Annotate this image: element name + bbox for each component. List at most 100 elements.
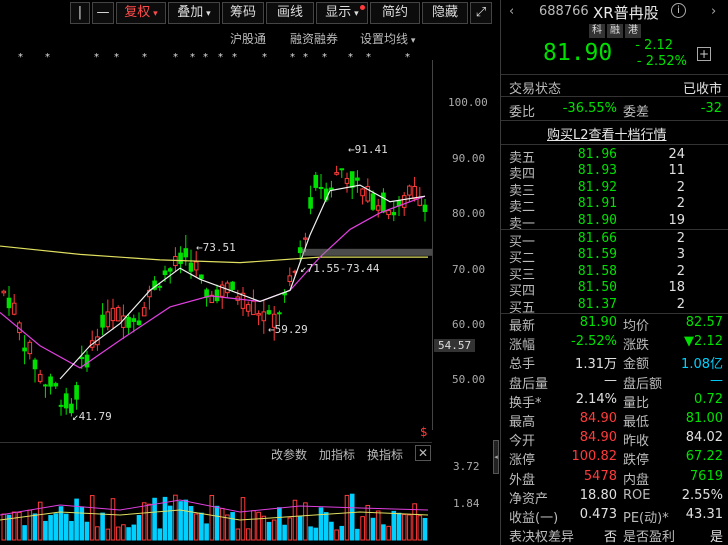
yincang-button[interactable]: 隐藏 xyxy=(422,2,468,24)
volume-bar xyxy=(17,511,22,541)
candle-body xyxy=(131,318,137,322)
fuquan-label: 复权 xyxy=(124,5,151,20)
volume-bar xyxy=(381,524,386,541)
rongzi-label[interactable]: 融资融券 xyxy=(290,32,339,46)
order-book-row[interactable]: 买五 81.37 2 xyxy=(501,296,728,316)
volume-bar xyxy=(126,527,131,541)
event-marker-icon[interactable]: * xyxy=(366,52,371,63)
toolbar-minus-button[interactable]: — xyxy=(92,2,114,24)
order-book-row[interactable]: 买三 81.58 2 xyxy=(501,264,728,283)
volume-bar xyxy=(136,514,142,541)
huanzhibiao-button[interactable]: 换指标 xyxy=(367,448,404,462)
event-marker-icon[interactable]: * xyxy=(290,52,295,63)
stats-value: 否 xyxy=(603,530,617,545)
fuquan-button[interactable]: 复权 ▾ xyxy=(116,2,166,24)
event-marker-icon[interactable]: * xyxy=(405,52,410,63)
candle-body xyxy=(344,178,350,184)
stats-value: 0.473 xyxy=(579,507,617,522)
candle-body xyxy=(167,268,173,272)
fullscreen-icon[interactable]: ⤢ xyxy=(470,2,492,24)
event-marker-icon[interactable]: * xyxy=(45,52,50,63)
order-book-row[interactable]: 卖四 81.93 11 xyxy=(501,163,728,182)
diejia-button[interactable]: 叠加 ▾ xyxy=(168,2,220,24)
kline-chart-area[interactable]: | — 复权 ▾ 叠加 ▾ 筹码 画线 显示 ▾ 简约 隐藏 ⤢ 沪股通 融资融… xyxy=(0,0,499,545)
event-marker-icon[interactable]: * xyxy=(173,52,178,63)
event-marker-icon[interactable]: * xyxy=(232,52,237,63)
vol-ma-yellow xyxy=(0,509,429,521)
stats-value: — xyxy=(604,372,617,388)
volume-bar xyxy=(422,517,428,541)
stats-label: 收益(一) xyxy=(509,511,559,526)
event-marker-icon[interactable]: * xyxy=(303,52,308,63)
hugutong-label[interactable]: 沪股通 xyxy=(230,32,267,46)
volume-bar xyxy=(121,524,126,541)
event-marker-icon[interactable]: * xyxy=(142,52,147,63)
annotation-low2: ←59.29 xyxy=(268,323,308,336)
event-marker-icon[interactable]: * xyxy=(348,52,353,63)
gaicanshu-button[interactable]: 改参数 xyxy=(271,448,308,462)
volume-bar xyxy=(11,511,17,541)
order-book-row[interactable]: 买一 81.66 2 xyxy=(501,231,728,250)
stats-value: 43.31 xyxy=(685,507,723,522)
event-marker-icon[interactable]: * xyxy=(190,52,195,63)
shezhi-junxian-button[interactable]: 设置均线 ▾ xyxy=(360,30,415,47)
event-marker-icon[interactable]: * xyxy=(114,52,119,63)
order-book-price: 81.90 xyxy=(577,212,617,228)
price-band xyxy=(302,248,432,256)
candle-body xyxy=(110,307,116,322)
expand-handle-icon[interactable]: ◂ xyxy=(493,440,499,474)
stats-label: 表决权差异 xyxy=(509,530,575,545)
info-icon[interactable]: i xyxy=(671,3,686,18)
forward-arrow-icon[interactable]: › xyxy=(711,4,717,19)
candle-body xyxy=(277,312,282,315)
candle-body xyxy=(37,373,43,382)
candle-body xyxy=(412,186,417,200)
stats-value: 84.02 xyxy=(685,430,723,446)
volume-bar xyxy=(256,511,261,541)
stats-label: 最高 xyxy=(509,415,536,430)
candle-body xyxy=(225,282,230,294)
candle-body xyxy=(58,404,64,407)
event-marker-icon[interactable]: * xyxy=(262,52,267,63)
candle-body xyxy=(391,212,397,216)
order-book-row[interactable]: 买四 81.50 18 xyxy=(501,280,728,299)
close-icon[interactable]: ✕ xyxy=(415,445,431,461)
volume-bar xyxy=(266,521,272,541)
stats-label: 最低 xyxy=(623,415,650,430)
order-book-price: 81.50 xyxy=(577,280,617,296)
volume-bar xyxy=(401,513,407,541)
huaxian-button[interactable]: 画线 xyxy=(266,2,314,24)
jiazhibiao-button[interactable]: 加指标 xyxy=(319,448,356,462)
stats-value: 82.57 xyxy=(685,315,723,330)
volume-bar xyxy=(329,521,334,541)
candle-body xyxy=(381,192,386,213)
event-marker-icon[interactable]: * xyxy=(218,52,223,63)
arrow-left-icon: ← xyxy=(268,323,275,336)
volume-bar xyxy=(412,503,417,541)
order-book-row[interactable]: 卖三 81.92 2 xyxy=(501,180,728,199)
candle-body xyxy=(209,294,215,304)
jianyue-button[interactable]: 简约 xyxy=(370,2,420,24)
event-marker-icon[interactable]: * xyxy=(322,52,327,63)
order-book-row[interactable]: 卖一 81.90 19 xyxy=(501,212,728,232)
order-book-row[interactable]: 卖二 81.91 2 xyxy=(501,196,728,215)
arrow-left-icon: ↙ xyxy=(300,262,307,275)
toolbar-separator-button[interactable]: | xyxy=(70,2,90,24)
order-book-volume: 2 xyxy=(676,231,685,246)
order-book-price: 81.59 xyxy=(577,247,617,263)
l2-link[interactable]: 购买L2查看十档行情 xyxy=(547,128,667,143)
chouma-button[interactable]: 筹码 xyxy=(222,2,264,24)
event-marker-icon[interactable]: * xyxy=(203,52,208,63)
xianshi-button[interactable]: 显示 ▾ xyxy=(316,2,368,24)
event-marker-icon[interactable]: * xyxy=(94,52,99,63)
back-arrow-icon[interactable]: ‹ xyxy=(509,4,515,19)
volume-bar xyxy=(240,497,246,541)
event-marker-icon[interactable]: * xyxy=(18,52,23,63)
order-book-row[interactable]: 卖五 81.96 24 xyxy=(501,147,728,166)
stats-value: 1.08亿 xyxy=(681,357,723,373)
stats-label: 净资产 xyxy=(509,491,549,507)
order-book-volume: 2 xyxy=(676,296,685,312)
add-watchlist-icon[interactable]: + xyxy=(697,47,711,61)
dollar-icon[interactable]: $ xyxy=(420,425,428,439)
order-book-row[interactable]: 买二 81.59 3 xyxy=(501,247,728,266)
